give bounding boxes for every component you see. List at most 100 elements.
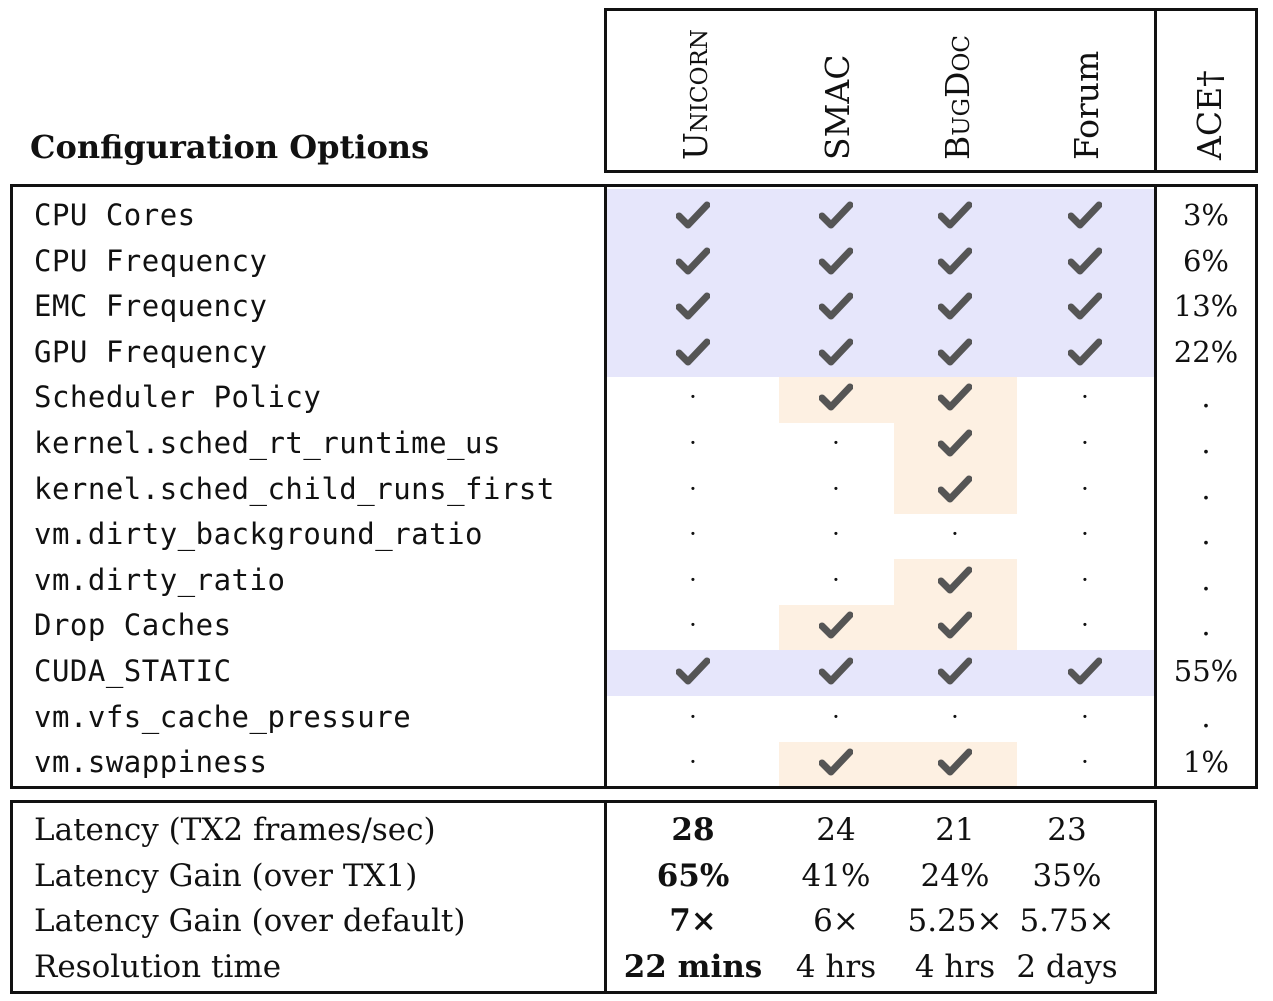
dot-mark: · — [832, 565, 840, 594]
dot-mark: · — [832, 429, 840, 457]
highlight-smac-bugdoc-scheduler — [779, 377, 1017, 423]
column-header-forum: Forum — [1067, 50, 1106, 160]
check-icon — [900, 648, 1010, 694]
dot-mark: · — [1081, 474, 1089, 503]
summary-value: 4 hrs — [795, 948, 877, 985]
check-icon — [900, 466, 1010, 512]
dot-mark: · — [1081, 748, 1089, 777]
highlight-bugdoc-kernel — [894, 423, 1017, 514]
dot-mark: · — [689, 429, 697, 457]
check-icon — [1030, 329, 1140, 375]
check-icon — [1030, 283, 1140, 329]
dot-mark: · — [832, 474, 840, 503]
option-label: CPU Frequency — [34, 243, 268, 278]
check-icon — [781, 602, 891, 648]
check-icon — [900, 602, 1010, 648]
summary-value: 6× — [813, 903, 859, 939]
option-label: Drop Caches — [34, 608, 232, 643]
dot-mark: · — [689, 611, 697, 640]
dot-mark: · — [689, 748, 697, 777]
option-label: kernel.sched_child_runs_first — [34, 471, 555, 506]
ace-value: 1% — [1182, 745, 1229, 780]
check-icon — [638, 648, 748, 694]
check-icon — [781, 283, 891, 329]
summary-value: 22 mins — [623, 948, 763, 985]
summary-label: Latency (TX2 frames/sec) — [34, 812, 436, 848]
option-label: vm.vfs_cache_pressure — [34, 699, 412, 734]
summary-value: 24% — [920, 857, 990, 894]
option-label: CPU Cores — [34, 198, 196, 232]
ace-value: . — [1201, 517, 1211, 552]
ace-value: . — [1201, 699, 1211, 734]
summary-value: 5.75× — [1019, 903, 1115, 939]
check-icon — [781, 192, 891, 238]
summary-label: Latency Gain (over default) — [34, 903, 466, 939]
table-title: Configuration Options — [30, 128, 430, 166]
check-icon — [900, 739, 1010, 785]
check-icon — [900, 374, 1010, 420]
option-label: Scheduler Policy — [34, 380, 322, 415]
summary-value: 2 days — [1016, 948, 1118, 985]
option-label: GPU Frequency — [34, 334, 268, 369]
option-label: vm.dirty_background_ratio — [34, 517, 483, 552]
summary-value: 41% — [801, 857, 871, 894]
check-icon — [638, 283, 748, 329]
ace-value: . — [1201, 562, 1211, 597]
ace-value: . — [1201, 608, 1211, 643]
dot-mark: · — [832, 520, 840, 549]
ace-value: 3% — [1182, 198, 1229, 232]
dot-mark: · — [689, 565, 697, 594]
column-header-smac: SMAC — [818, 54, 857, 160]
dot-mark: · — [1081, 383, 1089, 412]
ace-value: . — [1201, 471, 1211, 506]
check-icon — [781, 648, 891, 694]
ace-value: 55% — [1173, 654, 1239, 688]
check-icon — [781, 238, 891, 284]
highlight-shared-rows-1-4 — [606, 189, 1154, 377]
check-icon — [900, 420, 1010, 466]
summary-value: 7× — [669, 903, 717, 939]
summary-value: 65% — [656, 857, 730, 894]
check-icon — [900, 283, 1010, 329]
ace-value: 13% — [1173, 289, 1239, 324]
summary-value: 5.25× — [907, 903, 1003, 939]
highlight-smac-bugdoc-drop-caches — [779, 605, 1017, 650]
ace-value: 6% — [1182, 243, 1229, 278]
option-label: vm.dirty_ratio — [34, 562, 286, 597]
dot-mark: · — [689, 383, 697, 412]
dot-mark: · — [689, 702, 697, 731]
check-icon — [638, 192, 748, 238]
summary-value: 21 — [935, 812, 975, 848]
ace-value: . — [1201, 426, 1211, 460]
summary-label: Latency Gain (over TX1) — [34, 857, 418, 894]
check-icon — [900, 329, 1010, 375]
check-icon — [638, 238, 748, 284]
dot-mark: · — [951, 702, 959, 731]
check-icon — [781, 374, 891, 420]
column-header-bugdoc: BugDoc — [938, 35, 977, 160]
option-label: kernel.sched_rt_runtime_us — [34, 426, 501, 460]
check-icon — [1030, 648, 1140, 694]
ace-value: 22% — [1173, 334, 1239, 369]
check-icon — [638, 329, 748, 375]
column-header-unicorn: Unicorn — [676, 29, 715, 160]
check-icon — [1030, 192, 1140, 238]
option-label: vm.swappiness — [34, 745, 268, 780]
dot-mark: · — [951, 520, 959, 549]
check-icon — [900, 557, 1010, 603]
check-icon — [781, 329, 891, 375]
summary-value: 4 hrs — [914, 948, 996, 985]
check-icon — [1030, 238, 1140, 284]
summary-value: 28 — [671, 812, 715, 848]
option-label: EMC Frequency — [34, 289, 268, 324]
dot-mark: · — [1081, 429, 1089, 457]
column-header-ace: ACE† — [1190, 70, 1229, 160]
summary-value: 35% — [1032, 857, 1102, 894]
dot-mark: · — [689, 474, 697, 503]
ace-value: . — [1201, 380, 1211, 415]
dot-mark: · — [832, 702, 840, 731]
check-icon — [781, 739, 891, 785]
summary-value: 24 — [816, 812, 856, 848]
check-icon — [900, 238, 1010, 284]
dot-mark: · — [1081, 520, 1089, 549]
